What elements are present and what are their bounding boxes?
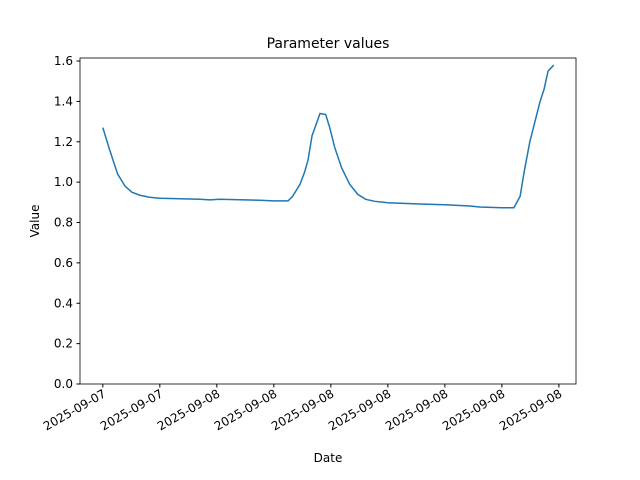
- y-tick-label: 0.8: [54, 216, 73, 230]
- y-tick-label: 1.0: [54, 175, 73, 189]
- line: [102, 64, 555, 209]
- y-tick-label: 1.2: [54, 135, 73, 149]
- x-tick-label: 2025-09-08: [383, 386, 450, 433]
- y-tick-label: 1.4: [54, 94, 73, 108]
- y-tick-label: 0.6: [54, 256, 73, 270]
- chart-title: Parameter values: [267, 36, 390, 52]
- x-tick-label: 2025-09-08: [155, 386, 222, 433]
- y-tick-label: 0.4: [54, 296, 73, 310]
- y-tick-label: 0.2: [54, 337, 73, 351]
- y-tick-label: 0.0: [54, 377, 73, 391]
- y-tick-label: 1.6: [54, 54, 73, 68]
- x-axis-label: Date: [314, 451, 343, 465]
- axes-frame: [79, 57, 577, 385]
- x-tick-label: 2025-09-07: [98, 386, 165, 433]
- x-tick-label: 2025-09-08: [326, 386, 393, 433]
- x-tick-label: 2025-09-08: [212, 386, 279, 433]
- x-tick-label: 2025-09-08: [497, 386, 564, 433]
- y-axis-label: Value: [28, 205, 42, 238]
- x-tick-label: 2025-09-08: [440, 386, 507, 433]
- x-tick-label: 2025-09-08: [269, 386, 336, 433]
- x-tick-label: 2025-09-07: [41, 386, 108, 433]
